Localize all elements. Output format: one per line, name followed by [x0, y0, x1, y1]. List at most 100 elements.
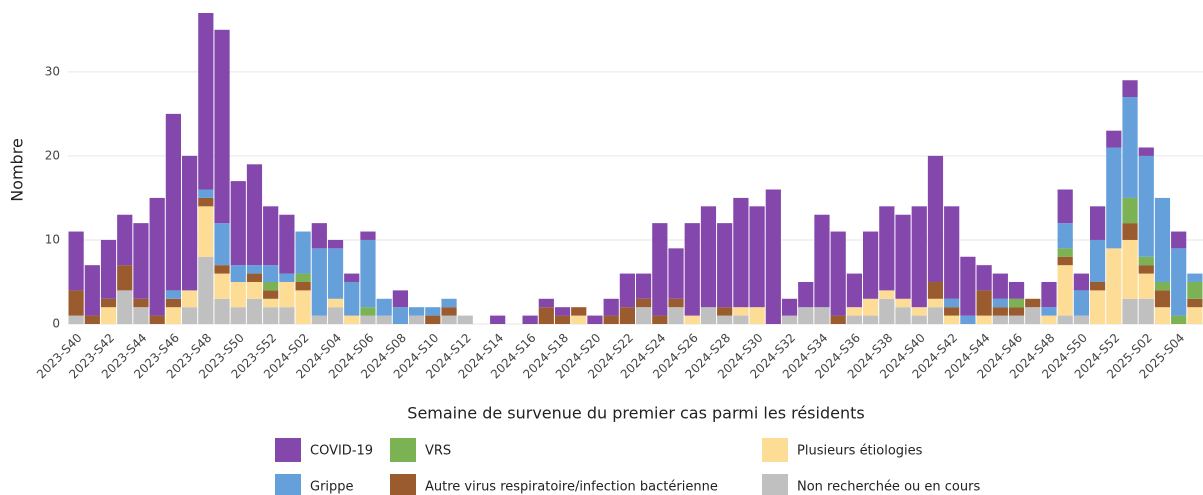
bar-segment	[214, 223, 230, 266]
bar-segment	[214, 265, 230, 274]
bar-segment	[944, 206, 960, 299]
bar-segment	[830, 315, 846, 324]
bar-segment	[425, 315, 441, 324]
bar-segment	[198, 206, 214, 257]
bar-segment	[652, 223, 668, 316]
bar-segment	[895, 307, 911, 324]
bar-segment	[360, 315, 376, 324]
bar-segment	[441, 307, 457, 316]
bar-segment	[554, 307, 571, 316]
bar-segment	[295, 281, 311, 291]
bar-segment	[1171, 231, 1187, 249]
bar-segment	[263, 307, 279, 324]
bar-segment	[603, 315, 619, 324]
legend-swatch	[390, 474, 416, 495]
bar-segment	[441, 315, 457, 324]
bar-segment	[960, 315, 976, 324]
bar-segment	[182, 290, 198, 308]
bar-segment	[1073, 290, 1089, 316]
bar-segment	[927, 307, 944, 324]
bar-segment	[733, 197, 749, 308]
bar-segment	[619, 273, 635, 308]
bar-segment	[84, 265, 100, 316]
y-axis-title: Nombre	[8, 138, 27, 202]
bar-segment	[652, 315, 668, 324]
bar-segment	[700, 206, 717, 308]
bar-segment	[392, 307, 408, 324]
bar-segment	[571, 315, 587, 324]
bar-segment	[1187, 307, 1203, 324]
bar-segment	[1090, 206, 1106, 240]
bar-segment	[668, 298, 684, 308]
bar-segment	[344, 281, 360, 316]
bar-segment	[263, 290, 279, 299]
bar-segment	[717, 223, 733, 308]
legend-swatch	[762, 474, 788, 495]
bar-segment	[879, 206, 895, 291]
bar-segment	[717, 307, 733, 316]
bar-segment	[1073, 273, 1089, 291]
bar-segment	[198, 197, 214, 207]
bar-segment	[409, 315, 425, 324]
bar-segment	[992, 298, 1008, 308]
y-tick-label: 30	[45, 64, 60, 78]
y-tick-label: 20	[45, 148, 60, 162]
bar-segment	[295, 273, 311, 282]
bar-segment	[1090, 290, 1106, 324]
bar-segment	[960, 256, 976, 316]
bar-segment	[117, 265, 133, 291]
bar-segment	[68, 290, 84, 316]
bar-segment	[133, 307, 149, 324]
bar-segment	[1154, 307, 1171, 324]
legend-swatch	[762, 438, 788, 462]
bar-segment	[1090, 281, 1106, 291]
bar-segment	[1138, 147, 1154, 156]
bar-segment	[684, 223, 700, 316]
bar-segment	[392, 290, 408, 308]
bar-segment	[1154, 290, 1171, 308]
bar-segment	[976, 315, 992, 324]
bar-segment	[246, 164, 263, 266]
bar-segment	[182, 307, 198, 324]
bar-segment	[619, 307, 635, 324]
bar-segment	[344, 273, 360, 282]
bar-segment	[246, 273, 263, 282]
bar-segment	[279, 307, 295, 324]
bar-segment	[1106, 147, 1122, 249]
bar-segment	[798, 307, 814, 324]
bar-segment	[1122, 197, 1138, 224]
bar-segment	[1025, 298, 1041, 308]
bar-segment	[1057, 315, 1073, 324]
bar-segment	[198, 256, 214, 324]
legend-swatch	[275, 438, 301, 462]
bar-segment	[911, 307, 927, 316]
y-tick-label: 0	[52, 317, 60, 331]
bar-segment	[1106, 130, 1122, 148]
bar-segment	[846, 315, 862, 324]
bar-segment	[376, 315, 392, 324]
bar-segment	[781, 298, 798, 316]
bar-segment	[814, 307, 830, 324]
legend-swatch	[275, 474, 301, 495]
bar-segment	[895, 298, 911, 308]
bar-segment	[344, 315, 360, 324]
bar-segment	[863, 231, 879, 299]
bar-segment	[230, 281, 246, 308]
bar-segment	[749, 307, 765, 324]
bar-segment	[1122, 223, 1138, 240]
legend-label: VRS	[425, 444, 451, 459]
bar-segment	[587, 315, 603, 324]
bar-segment	[117, 290, 133, 324]
bar-segment	[863, 315, 879, 324]
bar-segment	[863, 298, 879, 316]
bar-segment	[425, 307, 441, 316]
legend-label: COVID-19	[310, 444, 373, 459]
bar-segment	[68, 231, 84, 291]
bar-segment	[376, 298, 392, 316]
bar-segment	[1106, 248, 1122, 324]
bar-segment	[133, 223, 149, 299]
bar-segment	[327, 307, 344, 324]
bar-segment	[246, 265, 263, 274]
bar-segment	[911, 206, 927, 308]
